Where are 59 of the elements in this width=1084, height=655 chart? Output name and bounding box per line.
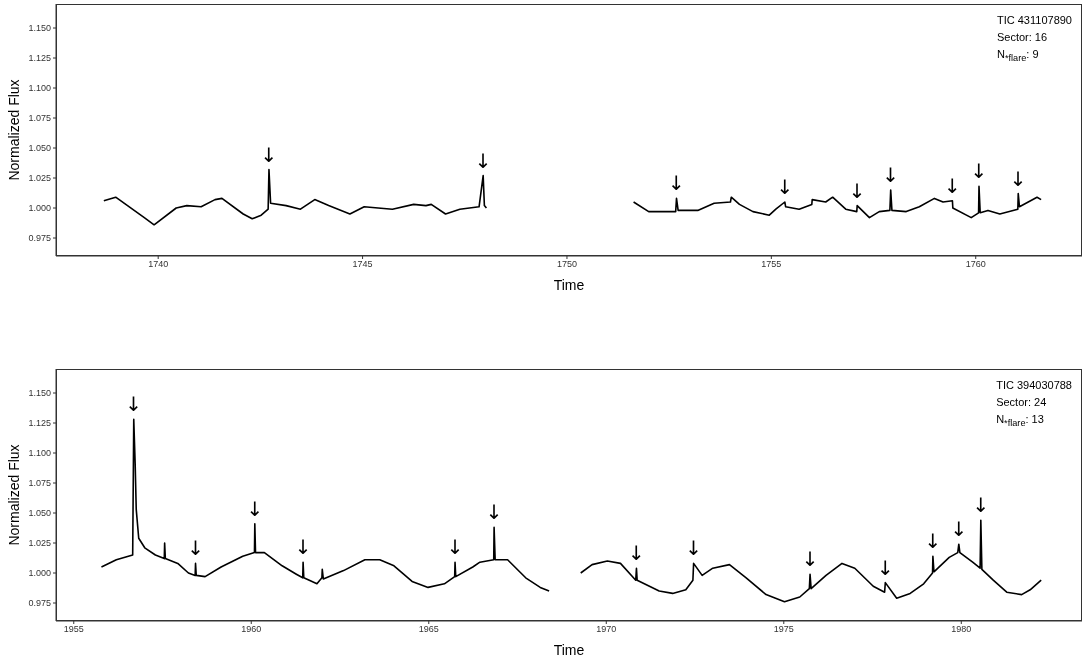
annotation: N$_{*flare}$: 9	[996, 47, 1040, 66]
annotation: ↓	[876, 555, 894, 580]
y-tick-label: 1.000	[28, 203, 51, 214]
x-tick-label: 1745	[352, 259, 373, 270]
annotation: ↓	[924, 529, 942, 554]
annotation: ↓	[628, 541, 645, 566]
annotation: Sector: 16	[996, 30, 1049, 45]
y-tick-label: 0.975	[28, 598, 51, 609]
annotation: ↓	[187, 536, 204, 561]
y-tick-label: 1.125	[28, 418, 51, 429]
annotation: ↓	[474, 148, 492, 173]
y-tick-label: 1.125	[28, 53, 51, 64]
x-tick-label: 1965	[418, 624, 439, 635]
annotation: TIC 394030788	[996, 378, 1072, 393]
y-tick-label: 1.025	[28, 538, 51, 549]
annotation: ↓	[776, 175, 794, 199]
y-axis-title: Normalized Flux	[5, 444, 22, 546]
y-tick-label: 1.075	[28, 478, 51, 489]
y-tick-label: 1.075	[28, 113, 51, 124]
annotation: ↓	[446, 535, 464, 560]
annotation: ↓	[294, 535, 312, 560]
annotation: ↓	[246, 496, 264, 521]
annotation: ↓	[668, 171, 685, 196]
y-axis-title: Normalized Flux	[5, 79, 22, 181]
x-tick-label: 1975	[773, 624, 794, 635]
y-tick-label: 1.100	[28, 448, 51, 459]
x-tick-label: 1960	[241, 624, 262, 635]
annotation: ↓	[970, 159, 988, 184]
annotation: ↓	[801, 547, 819, 572]
annotation: ↓	[125, 392, 143, 417]
annotation: ↓	[950, 517, 968, 542]
annotation: N$_{*flare}$: 13	[996, 412, 1045, 431]
x-tick-label: 1740	[148, 259, 169, 270]
x-tick-label: 1955	[63, 624, 84, 635]
x-tick-label: 1760	[965, 259, 986, 270]
annotation: ↓	[972, 493, 990, 518]
y-tick-label: 1.050	[28, 508, 51, 519]
y-tick-label: 1.150	[28, 388, 51, 399]
y-tick-label: 1.025	[28, 173, 51, 184]
annotation: ↓	[944, 173, 961, 198]
x-tick-label: 1980	[951, 624, 972, 635]
x-tick-label: 1755	[761, 259, 782, 270]
annotation: TIC 431107890	[996, 13, 1072, 28]
annotation: ↓	[1009, 166, 1027, 191]
y-tick-label: 0.975	[28, 233, 51, 244]
annotation: ↓	[260, 142, 278, 167]
x-axis-title: Time	[553, 277, 585, 293]
annotation: ↓	[485, 500, 503, 525]
y-tick-label: 1.100	[28, 83, 51, 94]
annotation: ↓	[882, 163, 900, 187]
x-tick-label: 1970	[596, 624, 617, 635]
y-tick-label: 1.000	[28, 568, 51, 579]
x-axis-title: Time	[553, 642, 585, 655]
annotation: ↓	[685, 536, 702, 561]
y-tick-label: 1.050	[28, 143, 51, 154]
annotation: ↓	[848, 178, 866, 203]
annotation: Sector: 24	[996, 395, 1048, 410]
x-tick-label: 1750	[556, 259, 577, 270]
y-tick-label: 1.150	[28, 23, 51, 34]
